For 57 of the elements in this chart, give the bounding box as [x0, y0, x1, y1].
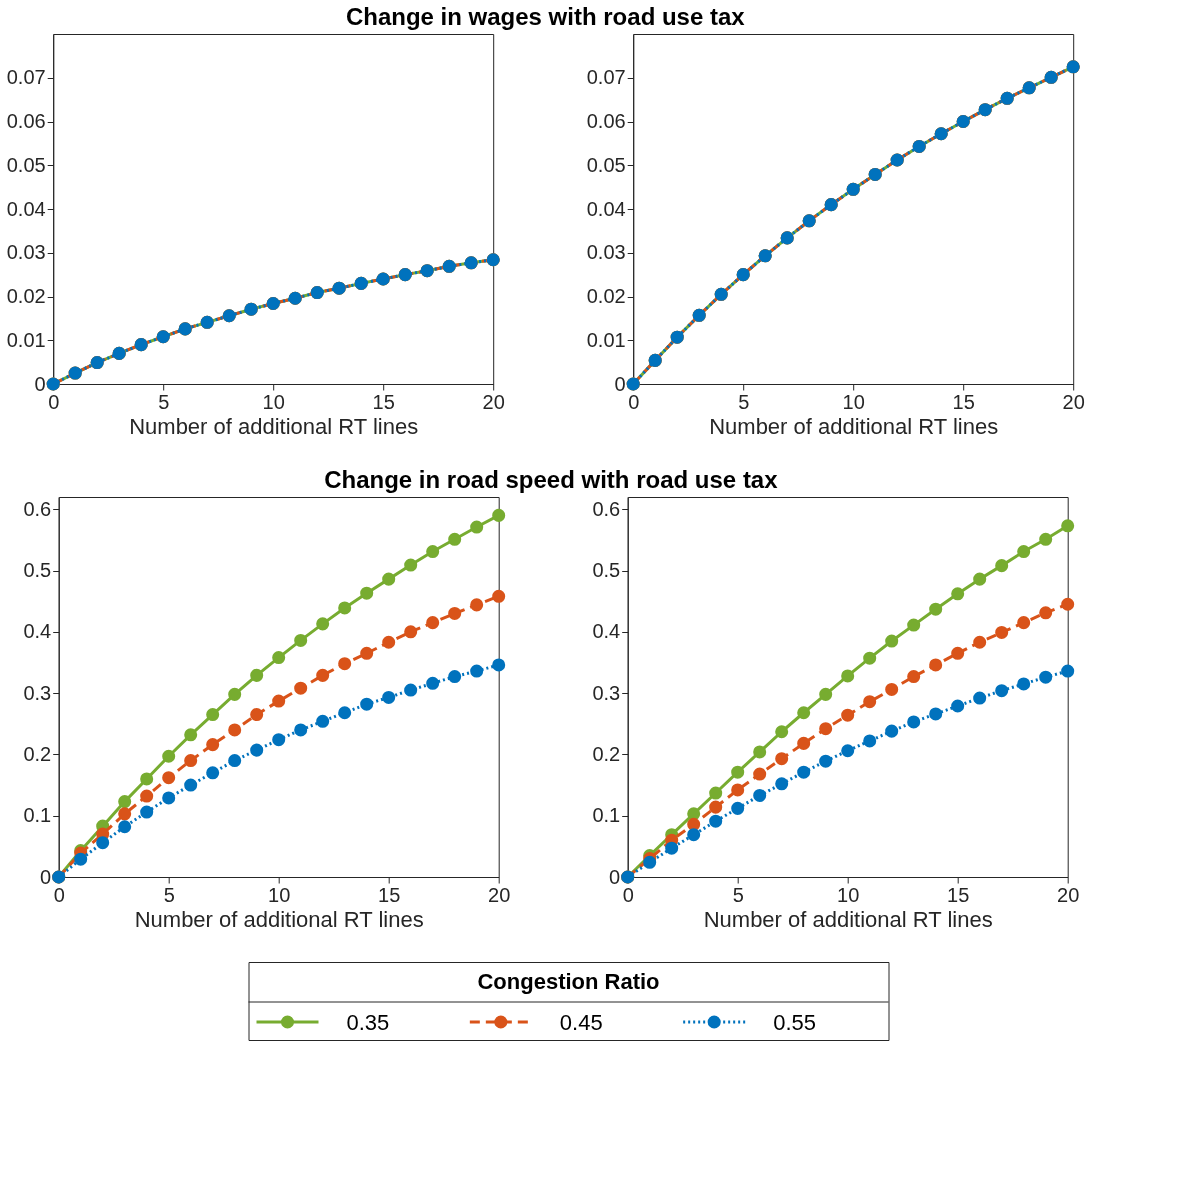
x-axis-title: Number of additional RT lines — [709, 413, 999, 439]
y-tick-label: 0 — [609, 865, 621, 888]
y-tick-label: 0.1 — [23, 804, 52, 827]
legend-title: Congestion Ratio — [477, 969, 660, 994]
text: Change in wages with road use tax — [345, 2, 746, 30]
legend-label: 0.55 — [773, 1010, 816, 1035]
x-tick-label: 10 — [268, 883, 291, 906]
x-tick-label: 0 — [628, 390, 640, 413]
x-tick-label: 15 — [372, 390, 395, 413]
y-tick-label: 0.4 — [592, 620, 621, 643]
y-tick-label: 0.6 — [592, 497, 621, 520]
x-tick-label: 10 — [837, 883, 860, 906]
y-tick-label: 0.07 — [586, 66, 626, 89]
y-tick-label: 0.03 — [6, 241, 46, 264]
y-tick-label: 0.5 — [23, 559, 52, 582]
x-tick-label: 20 — [488, 883, 511, 906]
text: Change in road speed with road use tax — [324, 465, 779, 493]
y-tick-label: 0.3 — [592, 681, 621, 704]
x-axis-title: Number of additional RT lines — [134, 906, 424, 932]
y-tick-label: 0 — [40, 865, 52, 888]
y-tick-label: 0.06 — [586, 110, 626, 132]
y-tick-label: 0.1 — [592, 804, 621, 827]
x-tick-label: 5 — [738, 390, 750, 413]
x-tick-label: 5 — [732, 883, 744, 906]
y-tick-label: 0.5 — [592, 559, 621, 582]
y-tick-label: 0.02 — [6, 285, 46, 307]
y-tick-label: 0.2 — [592, 742, 621, 765]
y-tick-label: 0.05 — [586, 153, 626, 176]
x-tick-label: 5 — [158, 390, 170, 413]
x-tick-label: 10 — [262, 390, 285, 413]
y-tick-label: 0 — [614, 372, 626, 395]
y-tick-label: 0.04 — [586, 197, 626, 220]
y-tick-label: 0.01 — [586, 328, 626, 351]
y-tick-label: 0.02 — [586, 285, 626, 307]
x-tick-label: 15 — [378, 883, 401, 906]
x-tick-label: 15 — [947, 883, 970, 906]
x-tick-label: 10 — [842, 390, 865, 413]
x-tick-label: 20 — [482, 390, 505, 413]
legend-label: 0.45 — [559, 1010, 603, 1035]
y-tick-label: 0 — [34, 372, 46, 395]
x-tick-label: 15 — [952, 390, 975, 413]
y-tick-label: 0.05 — [6, 153, 46, 176]
y-tick-label: 0.01 — [6, 328, 46, 351]
x-axis-title: Number of additional RT lines — [129, 413, 419, 439]
x-tick-label: 20 — [1062, 390, 1085, 413]
y-tick-label: 0.04 — [6, 197, 46, 220]
x-tick-label: 20 — [1057, 883, 1080, 906]
y-tick-label: 0.4 — [23, 620, 52, 643]
y-tick-label: 0.3 — [23, 681, 52, 704]
x-tick-label: 5 — [163, 883, 175, 906]
y-tick-label: 0.6 — [23, 497, 52, 520]
x-axis-title: Number of additional RT lines — [703, 906, 993, 932]
legend-label: 0.35 — [346, 1010, 390, 1035]
y-tick-label: 0.07 — [6, 66, 46, 89]
y-tick-label: 0.06 — [6, 110, 46, 132]
y-tick-label: 0.2 — [23, 742, 52, 765]
y-tick-label: 0.03 — [586, 241, 626, 264]
